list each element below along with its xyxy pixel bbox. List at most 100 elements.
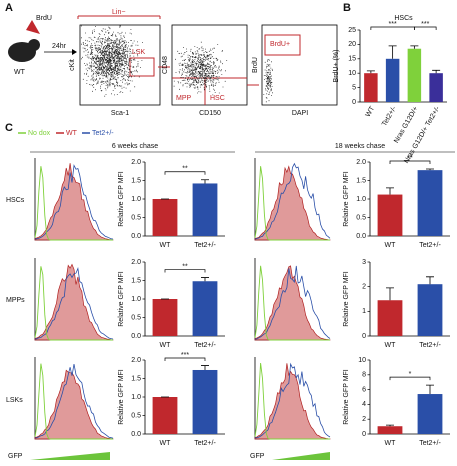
y-tick-label: 0.5 [131,314,141,321]
y-tick-label: 1.5 [356,177,366,184]
y-tick-label: 1.5 [131,375,141,382]
x-tick-label: WT [385,440,397,447]
y-tick-label: 2.0 [131,259,141,266]
y-axis-label: Relative GFP MFI [118,369,125,425]
histogram-tet2 [254,162,331,240]
significance-bracket [389,160,431,165]
flow-label: Lin− [112,9,125,16]
x-tick-label: Tet2+/- [419,440,441,447]
y-tick-label: 0 [362,431,366,438]
error-bar [426,168,434,171]
histogram-wt [34,369,114,440]
y-tick-label: 4 [362,401,366,408]
axis-label: DAPI [292,110,308,117]
y-axis-label: Relative GFP MFI [118,271,125,327]
y-tick-label: 5 [352,84,356,91]
histogram-nodox [34,266,113,341]
error-bar [201,179,209,184]
histogram-tet2 [254,362,331,439]
histogram-wt [254,363,331,440]
panel-label: C [5,122,13,134]
x-tick-label: Tet2+/- [194,440,216,447]
significance-label: * [409,371,412,378]
flow-plot [171,24,248,106]
axis-label: GFP [8,453,23,460]
flow-label: HSC [210,95,225,102]
bar [377,426,403,434]
bar [192,281,218,336]
y-tick-label: 0.5 [131,214,141,221]
histogram-wt [254,165,331,241]
bar [407,48,422,102]
legend-label: Tet2+/- [92,130,114,137]
axis-label: cKit [69,59,76,71]
error-bar [432,69,441,74]
y-tick-label: 2 [362,284,366,291]
y-tick-label: 8 [362,372,366,379]
significance-bracket [164,269,206,273]
significance-label: *** [181,352,189,359]
gfp-ramp [30,452,110,460]
histogram-nodox [34,166,113,241]
y-tick-label: 15 [348,56,356,63]
histogram-tet2 [34,364,114,439]
bar [152,299,178,336]
y-axis-label: Relative GFP MFI [343,171,350,227]
y-tick-label: 2.0 [131,159,141,166]
x-tick-label: Tet2+/- [419,342,441,349]
flow-dots [81,25,143,97]
mouse-label: WT [14,69,26,76]
legend-label: WT [66,130,78,137]
bar [417,394,443,434]
flow-plot [79,24,161,106]
bar [429,73,443,102]
significance-label: *** [389,21,397,28]
error-bar [426,276,434,285]
histogram-tet2 [34,164,114,240]
y-axis-label: Relative GFP MFI [343,369,350,425]
axis-label: CD150 [199,110,221,117]
axis-label: Sca-1 [111,110,129,117]
significance-bracket [414,26,437,30]
bar [417,170,443,236]
lin-bracket [77,15,161,19]
x-tick-label: WT [160,342,172,349]
bar [192,369,218,434]
flow-label: BrdU+ [270,41,290,48]
syringe [26,20,40,34]
axis-label: GFP [250,453,265,460]
flow-plot [261,24,338,106]
significance-label: ** [182,263,188,270]
y-tick-label: 10 [348,70,356,77]
y-tick-label: 10 [358,357,366,364]
bar [377,194,403,236]
error-bar [386,287,394,301]
x-tick-label: Tet2+/- [194,342,216,349]
bar [364,73,378,102]
x-tick-label: Tet2+/- [419,242,441,249]
chase-header: 6 weeks chase [112,143,158,150]
bar [192,183,218,236]
y-tick-label: 3 [362,259,366,266]
significance-label: ** [182,166,188,173]
histogram-wt [254,265,331,341]
error-bar [426,384,434,395]
y-tick-label: 2.0 [356,159,366,166]
y-tick-label: 2 [362,416,366,423]
x-tick-label: WT [160,242,172,249]
error-bar [366,70,375,74]
arrow-head [72,49,77,55]
y-tick-label: 0.5 [131,412,141,419]
error-bar [410,45,419,49]
gfp-ramp [272,452,330,460]
y-tick-label: 0 [362,333,366,340]
error-bar [386,424,394,427]
histogram-wt [34,263,114,341]
y-tick-label: 20 [348,41,356,48]
y-axis-label: BrdU+ (%) [333,50,340,83]
significance-bracket [389,376,431,381]
y-axis-label: Relative GFP MFI [118,171,125,227]
x-tick-label: Tet2+/- [381,105,398,128]
y-tick-label: 2.0 [131,357,141,364]
